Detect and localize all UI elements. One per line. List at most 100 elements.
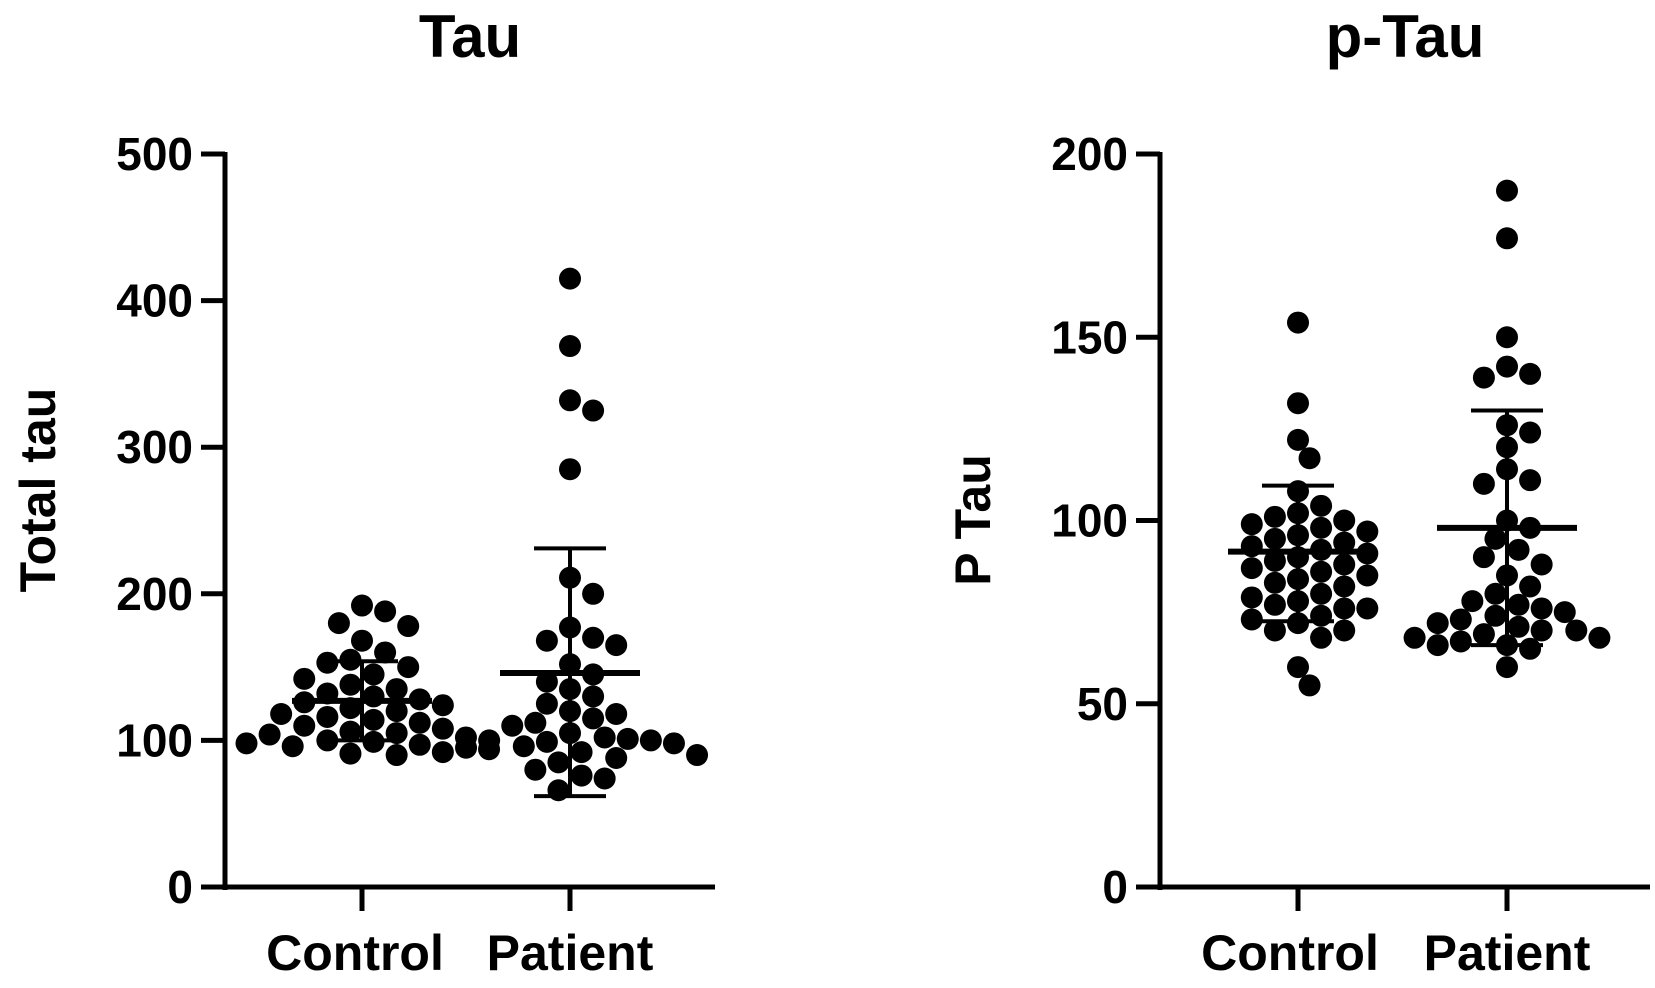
data-point xyxy=(1356,564,1379,587)
data-point xyxy=(1310,494,1333,517)
data-point xyxy=(1310,604,1333,627)
data-point xyxy=(1298,447,1321,470)
data-point xyxy=(1588,626,1611,649)
data-point xyxy=(1472,623,1495,646)
data-point xyxy=(339,742,362,765)
data-point xyxy=(616,727,639,750)
data-point xyxy=(1240,586,1263,609)
data-point xyxy=(1263,549,1286,572)
data-point xyxy=(1472,366,1495,389)
y-tick-label: 200 xyxy=(116,568,193,620)
data-point xyxy=(501,714,524,737)
y-tick-label: 100 xyxy=(1051,495,1128,547)
x-category-label: Control xyxy=(1201,925,1379,981)
data-point xyxy=(1310,582,1333,605)
data-point xyxy=(339,720,362,743)
data-point xyxy=(1484,604,1507,627)
data-point xyxy=(1333,575,1356,598)
data-point xyxy=(1240,513,1263,536)
data-point xyxy=(1333,597,1356,620)
data-point xyxy=(374,641,397,664)
data-point xyxy=(1472,546,1495,569)
data-point xyxy=(385,744,408,767)
y-tick-label: 400 xyxy=(116,275,193,327)
data-point xyxy=(559,458,581,481)
data-point xyxy=(1287,392,1309,415)
y-tick-label: 100 xyxy=(116,714,193,766)
data-point xyxy=(570,764,593,787)
data-point xyxy=(1507,538,1530,561)
data-point xyxy=(1333,531,1356,554)
data-point xyxy=(1426,612,1449,635)
data-point xyxy=(1240,608,1263,631)
data-point xyxy=(1507,593,1530,616)
data-point xyxy=(293,667,316,690)
data-point xyxy=(1519,362,1542,385)
data-point xyxy=(1287,428,1309,451)
data-point xyxy=(582,399,605,422)
data-point xyxy=(351,594,373,617)
data-point xyxy=(1519,637,1542,660)
data-point xyxy=(1356,520,1379,543)
data-point xyxy=(559,335,581,358)
data-point xyxy=(374,600,397,623)
data-point xyxy=(1461,590,1484,613)
data-point xyxy=(1519,421,1542,444)
data-point xyxy=(1298,674,1321,697)
data-point xyxy=(1426,634,1449,657)
x-category-label: Patient xyxy=(487,925,654,981)
data-point xyxy=(1263,527,1286,550)
data-point xyxy=(582,707,605,730)
data-point xyxy=(293,714,316,737)
data-point xyxy=(431,717,454,740)
y-tick-label: 0 xyxy=(1102,861,1128,913)
data-point xyxy=(1496,179,1518,202)
y-tick-label: 300 xyxy=(116,421,193,473)
y-tick-label: 150 xyxy=(1051,311,1128,363)
data-point xyxy=(1530,619,1553,642)
data-point xyxy=(431,694,454,717)
data-point xyxy=(397,656,420,679)
data-point xyxy=(524,711,547,734)
data-point xyxy=(1472,472,1495,495)
data-point xyxy=(397,615,420,638)
data-point xyxy=(1333,619,1356,642)
data-point xyxy=(1263,505,1286,528)
data-point xyxy=(1553,601,1576,624)
x-category-label: Patient xyxy=(1424,925,1591,981)
data-point xyxy=(385,678,408,701)
data-point xyxy=(1287,656,1309,679)
data-point xyxy=(1356,597,1379,620)
p-tau-panel: p-Tau P Tau Control Patient 0 50 100 150 200 xyxy=(945,3,1650,981)
data-point xyxy=(582,582,605,605)
y-axis-label: P Tau xyxy=(945,454,1001,586)
data-point xyxy=(408,733,431,756)
data-point xyxy=(362,708,385,731)
data-point xyxy=(1530,597,1553,620)
y-tick-label: 500 xyxy=(116,128,193,180)
y-tick-label: 50 xyxy=(1077,678,1128,730)
data-point xyxy=(512,735,535,758)
data-point xyxy=(605,634,628,657)
data-point xyxy=(1333,553,1356,576)
data-point xyxy=(1310,516,1333,539)
data-point xyxy=(235,732,258,755)
data-point xyxy=(1263,593,1286,616)
data-point xyxy=(1530,553,1553,576)
data-point xyxy=(316,705,339,728)
x-category-label: Control xyxy=(266,925,444,981)
data-point xyxy=(605,703,628,726)
data-point xyxy=(1565,619,1588,642)
data-point xyxy=(1403,626,1426,649)
data-point xyxy=(535,730,558,753)
data-point xyxy=(1496,355,1518,378)
y-tick-label: 200 xyxy=(1051,128,1128,180)
data-point xyxy=(408,711,431,734)
data-point xyxy=(547,751,570,774)
y-axis-label: Total tau xyxy=(10,388,66,593)
data-point xyxy=(1449,630,1472,653)
data-point xyxy=(1310,560,1333,583)
data-point xyxy=(559,267,581,290)
